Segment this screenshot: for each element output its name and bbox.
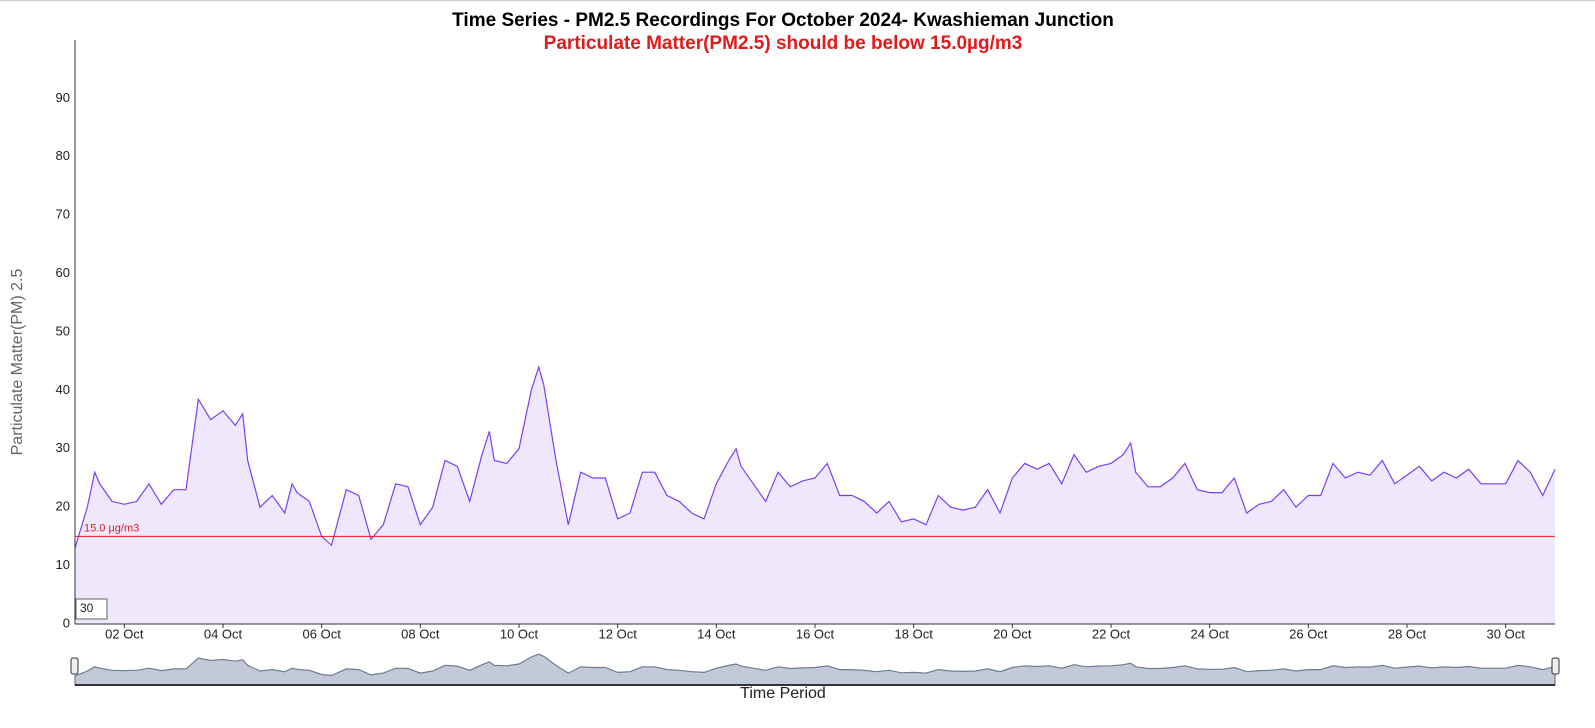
x-tick-label: 18 Oct <box>895 626 934 641</box>
y-tick-label: 20 <box>56 499 70 514</box>
y-tick-label: 70 <box>56 207 70 222</box>
plot: 0 10 20 30 40 50 60 70 80 90 02 Oct 04 Oct 06 Oct 08 … <box>56 40 1556 641</box>
zoom-input[interactable] <box>75 598 108 620</box>
area <box>75 367 1555 624</box>
y-tick-label: 30 <box>56 440 70 455</box>
y-tick-label: 40 <box>56 382 70 397</box>
x-tick-label: 30 Oct <box>1487 626 1526 641</box>
x-tick-label: 22 Oct <box>1092 626 1131 641</box>
x-tick-label: 04 Oct <box>204 626 243 641</box>
y-tick-label: 50 <box>56 323 70 338</box>
x-tick-label: 06 Oct <box>303 626 342 641</box>
y-tick-label: 0 <box>63 615 70 630</box>
x-tick-label: 14 Oct <box>697 626 736 641</box>
y-tick-label: 10 <box>56 557 70 572</box>
chart-subtitle: Particulate Matter(PM2.5) should be belo… <box>544 33 1023 54</box>
x-tick-label: 10 Oct <box>500 626 539 641</box>
chart-title: Time Series - PM2.5 Recordings For Octob… <box>452 10 1114 31</box>
x-tick-label: 12 Oct <box>599 626 638 641</box>
x-axis-label: Time Period <box>740 685 826 702</box>
x-tick-label: 08 Oct <box>401 626 440 641</box>
threshold-label: 15.0 µg/m3 <box>84 522 139 534</box>
x-tick-label: 02 Oct <box>105 626 144 641</box>
line <box>74 364 1556 549</box>
x-tick-label: 26 Oct <box>1289 626 1328 641</box>
navigator-handle-right[interactable] <box>1551 657 1560 675</box>
y-tick-label: 60 <box>56 265 70 280</box>
y-tick-label: 80 <box>56 148 70 163</box>
navigator-handle-left[interactable] <box>70 657 79 675</box>
navigator-area <box>74 653 1556 686</box>
x-tick-label: 28 Oct <box>1388 626 1427 641</box>
x-tick-label: 24 Oct <box>1191 626 1230 641</box>
y-tick-label: 90 <box>56 90 70 105</box>
navigator-series <box>74 653 1556 686</box>
x-tick-label: 20 Oct <box>993 626 1032 641</box>
x-tick-label: 16 Oct <box>796 626 835 641</box>
zoom-input-value[interactable]: 30 <box>80 601 94 615</box>
y-axis-label: Particulate Matter(PM) 2.5 <box>9 269 26 456</box>
